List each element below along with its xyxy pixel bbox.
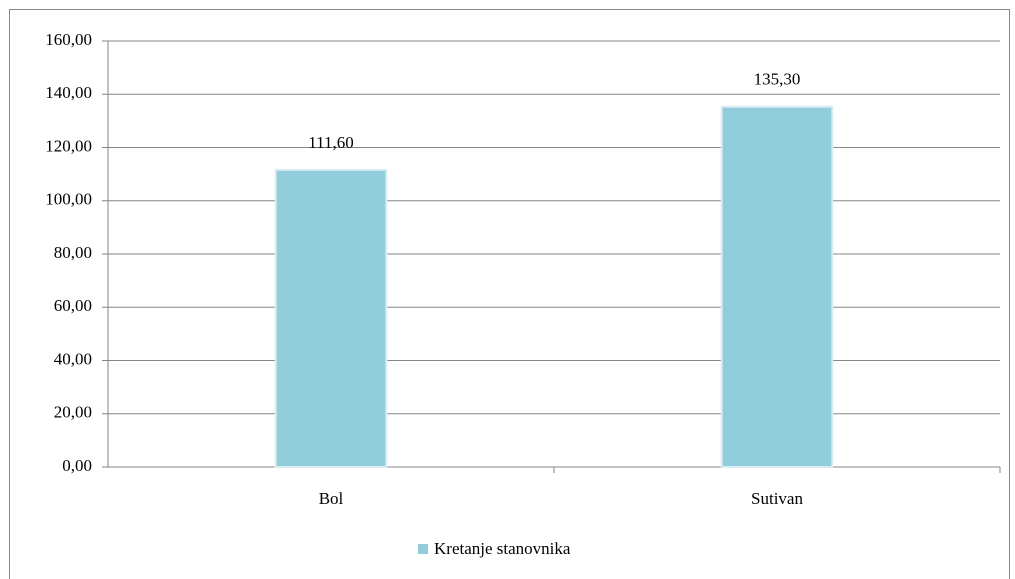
y-tick-label: 0,00 xyxy=(62,456,92,475)
y-tick-label: 140,00 xyxy=(45,83,92,102)
y-tick-label: 40,00 xyxy=(54,349,92,368)
y-tick-label: 60,00 xyxy=(54,296,92,315)
x-tick-label: Sutivan xyxy=(751,489,803,508)
y-tick-label: 120,00 xyxy=(45,136,92,155)
bar xyxy=(720,105,834,468)
bar xyxy=(274,168,388,469)
data-label: 135,30 xyxy=(754,70,801,89)
chart-frame xyxy=(9,9,1010,579)
legend-swatch xyxy=(418,544,428,554)
data-label: 111,60 xyxy=(308,133,354,152)
y-tick-label: 100,00 xyxy=(45,190,92,209)
y-tick-label: 80,00 xyxy=(54,243,92,262)
legend-label: Kretanje stanovnika xyxy=(434,539,571,558)
y-tick-label: 160,00 xyxy=(45,30,92,49)
y-tick-label: 20,00 xyxy=(54,403,92,422)
x-tick-label: Bol xyxy=(319,489,344,508)
